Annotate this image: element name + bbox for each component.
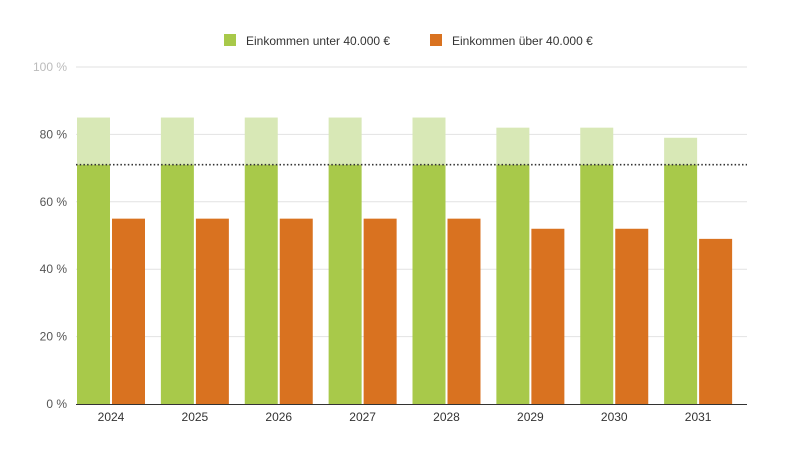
bar-series-1 [664,164,698,404]
bar-series-1 [160,164,194,404]
y-tick-label: 100 % [33,60,67,74]
y-tick-label: 0 % [46,397,67,411]
bar-series-1 [496,164,530,404]
bar-series-1 [580,164,614,404]
bar-series-1-upper [664,137,698,165]
bar-series-2 [279,218,313,404]
bar-series-2 [531,228,565,404]
bar-series-1-upper [244,117,278,165]
bar-series-1-upper [412,117,446,165]
bars [77,117,733,404]
x-tick-label: 2031 [685,410,712,424]
y-tick-label: 80 % [40,127,68,141]
x-tick-label: 2024 [98,410,125,424]
bar-series-2 [699,238,733,404]
x-axis: 2024 2025 2026 2027 2028 2029 2030 2031 [76,404,747,424]
x-tick-label: 2030 [601,410,628,424]
bar-series-2 [195,218,229,404]
y-tick-label: 40 % [40,262,68,276]
bar-series-2 [112,218,145,404]
bar-series-1-upper [496,127,530,165]
bar-series-1 [77,164,110,404]
legend: Einkommen unter 40.000 € Einkommen über … [224,34,593,48]
bar-series-1-upper [580,127,614,165]
y-axis: 0 % 20 % 40 % 60 % 80 % 100 % [33,60,67,411]
bar-series-1 [328,164,362,404]
y-tick-label: 20 % [40,330,68,344]
bar-series-1-upper [77,117,110,165]
x-tick-label: 2026 [265,410,292,424]
x-tick-label: 2028 [433,410,460,424]
bar-series-2 [447,218,481,404]
x-tick-label: 2029 [517,410,544,424]
bar-series-1-upper [160,117,194,165]
legend-swatch-series-1 [224,34,236,46]
legend-label-series-1: Einkommen unter 40.000 € [246,34,390,48]
x-tick-label: 2027 [349,410,376,424]
bar-series-1 [244,164,278,404]
bar-series-2 [615,228,649,404]
x-tick-label: 2025 [182,410,209,424]
bar-series-2 [363,218,397,404]
y-tick-label: 60 % [40,195,68,209]
bar-series-1 [412,164,446,404]
bar-series-1-upper [328,117,362,165]
legend-swatch-series-2 [430,34,442,46]
legend-label-series-2: Einkommen über 40.000 € [452,34,593,48]
